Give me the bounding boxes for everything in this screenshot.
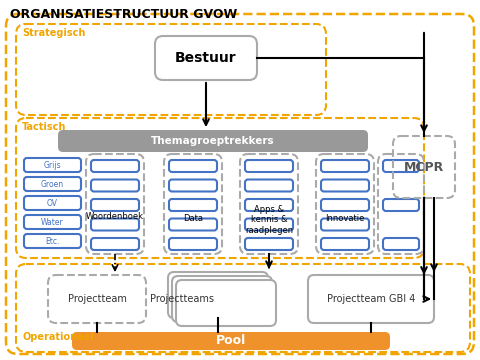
Text: Grijs: Grijs	[43, 161, 61, 170]
FancyBboxPatch shape	[91, 199, 139, 211]
Text: Woordenboek: Woordenboek	[86, 212, 144, 221]
FancyBboxPatch shape	[169, 180, 217, 192]
Text: ORGANISATIESTRUCTUUR GVOW: ORGANISATIESTRUCTUUR GVOW	[10, 8, 237, 21]
Text: Groen: Groen	[40, 180, 63, 189]
FancyBboxPatch shape	[172, 276, 272, 322]
FancyBboxPatch shape	[91, 219, 139, 230]
FancyBboxPatch shape	[24, 196, 81, 210]
Text: Projectteams: Projectteams	[150, 294, 214, 304]
FancyBboxPatch shape	[245, 238, 293, 250]
FancyBboxPatch shape	[383, 238, 419, 250]
FancyBboxPatch shape	[24, 234, 81, 248]
FancyBboxPatch shape	[169, 238, 217, 250]
Text: Apps &
kennis &
raadplegen: Apps & kennis & raadplegen	[245, 205, 293, 235]
FancyBboxPatch shape	[321, 199, 369, 211]
FancyBboxPatch shape	[321, 219, 369, 230]
FancyBboxPatch shape	[245, 219, 293, 230]
FancyBboxPatch shape	[245, 160, 293, 172]
FancyBboxPatch shape	[321, 238, 369, 250]
FancyBboxPatch shape	[169, 160, 217, 172]
FancyBboxPatch shape	[245, 180, 293, 192]
Text: Strategisch: Strategisch	[22, 28, 85, 38]
FancyBboxPatch shape	[169, 219, 217, 230]
Text: Projectteam: Projectteam	[68, 294, 126, 304]
FancyBboxPatch shape	[383, 160, 419, 172]
FancyBboxPatch shape	[24, 158, 81, 172]
FancyBboxPatch shape	[91, 160, 139, 172]
FancyBboxPatch shape	[72, 332, 390, 350]
FancyBboxPatch shape	[168, 272, 268, 318]
FancyBboxPatch shape	[155, 36, 257, 80]
FancyBboxPatch shape	[58, 130, 368, 152]
FancyBboxPatch shape	[169, 199, 217, 211]
FancyBboxPatch shape	[245, 199, 293, 211]
Text: Pool: Pool	[216, 334, 246, 347]
Text: Innovatie: Innovatie	[325, 214, 365, 223]
FancyBboxPatch shape	[91, 238, 139, 250]
Text: Themagroeptrekkers: Themagroeptrekkers	[151, 136, 275, 146]
Text: Water: Water	[41, 217, 63, 226]
Text: Bestuur: Bestuur	[175, 51, 237, 65]
FancyBboxPatch shape	[24, 215, 81, 229]
FancyBboxPatch shape	[176, 280, 276, 326]
FancyBboxPatch shape	[383, 199, 419, 211]
Text: Projectteam GBI 4: Projectteam GBI 4	[327, 294, 415, 304]
FancyBboxPatch shape	[24, 177, 81, 191]
Text: OV: OV	[47, 198, 58, 207]
Text: Operationeel: Operationeel	[22, 332, 94, 342]
FancyBboxPatch shape	[91, 180, 139, 192]
Text: Tactisch: Tactisch	[22, 122, 66, 132]
FancyBboxPatch shape	[308, 275, 434, 323]
Text: Etc.: Etc.	[45, 237, 59, 246]
Text: MCPR: MCPR	[404, 161, 444, 174]
Text: Data: Data	[183, 214, 203, 223]
FancyBboxPatch shape	[321, 180, 369, 192]
FancyBboxPatch shape	[321, 160, 369, 172]
